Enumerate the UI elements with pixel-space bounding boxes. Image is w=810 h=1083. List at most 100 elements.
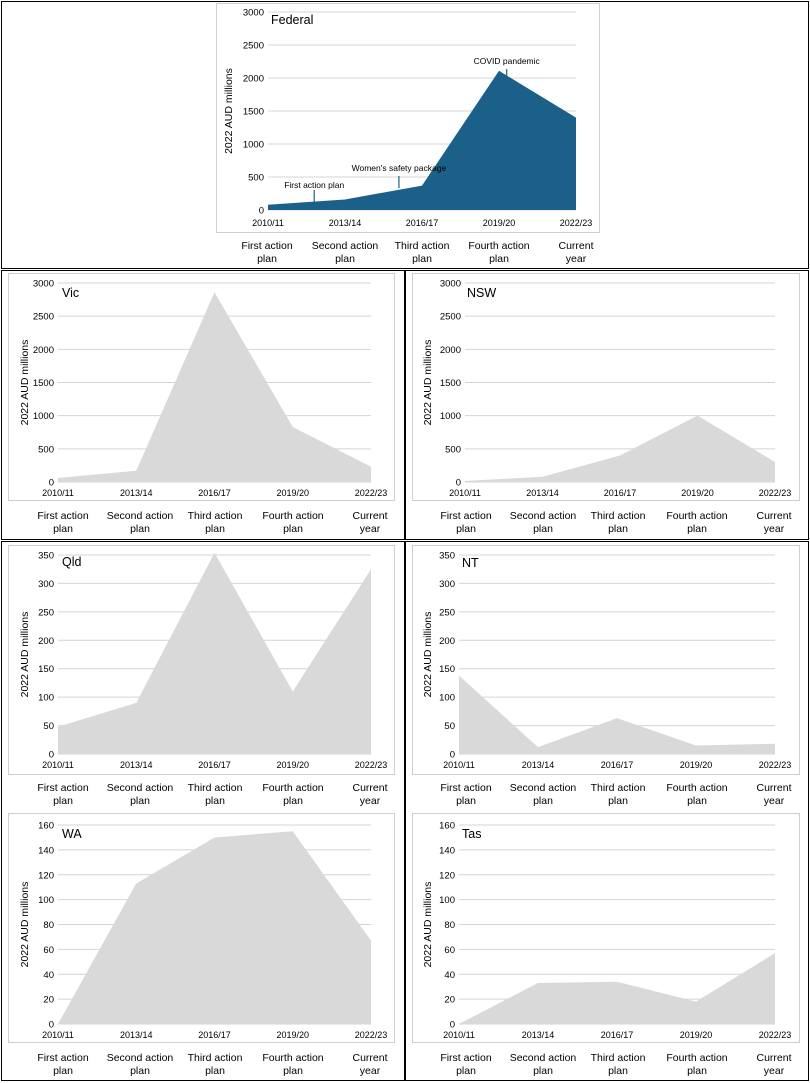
x-tick-label: 2019/20: [681, 488, 714, 498]
y-tick-label: 0: [259, 206, 264, 217]
phase-label: Fourth action plan: [262, 1052, 324, 1077]
y-tick-label: 20: [444, 995, 455, 1006]
y-axis-label: 2022 AUD millions: [19, 340, 31, 426]
y-tick-label: 3000: [440, 279, 461, 290]
y-tick-label: 1500: [33, 378, 54, 389]
x-tick-label: 2019/20: [680, 1030, 713, 1040]
y-tick-label: 80: [43, 920, 54, 931]
phase-label: Second action plan: [509, 1052, 577, 1077]
y-axis-label: 2022 AUD millions: [19, 882, 31, 968]
y-axis-label: 2022 AUD millions: [422, 340, 434, 426]
y-tick-label: 1000: [243, 140, 264, 151]
x-tick-label: 2019/20: [276, 760, 309, 770]
phase-label: First action plan: [440, 1052, 492, 1077]
area-series: [268, 70, 576, 211]
phase-label: First action plan: [37, 510, 89, 535]
y-tick-label: 100: [439, 693, 455, 704]
x-tick-label: 2022/23: [759, 1030, 792, 1040]
phase-label: Current year: [756, 782, 792, 807]
x-tick-label: 2013/14: [120, 1030, 153, 1040]
y-tick-label: 160: [38, 821, 54, 832]
y-tick-label: 0: [450, 1020, 455, 1031]
y-tick-label: 160: [439, 821, 455, 832]
phase-label: Second action plan: [106, 1052, 174, 1077]
y-tick-label: 1500: [243, 107, 264, 118]
y-tick-label: 40: [444, 970, 455, 981]
x-tick-label: 2013/14: [526, 488, 559, 498]
y-tick-label: 120: [38, 870, 54, 881]
x-tick-label: 2010/11: [42, 488, 74, 498]
phase-label: First action plan: [440, 782, 492, 807]
x-tick-label: 2010/11: [449, 488, 481, 498]
y-tick-label: 500: [38, 444, 54, 455]
x-tick-label: 2016/17: [198, 1030, 231, 1040]
phase-label: First action plan: [440, 510, 492, 535]
phase-label: First action plan: [241, 240, 293, 265]
y-tick-label: 350: [439, 551, 455, 562]
y-tick-label: 2000: [243, 74, 264, 85]
area-series: [459, 675, 775, 754]
x-tick-label: 2019/20: [276, 1030, 309, 1040]
y-tick-label: 2000: [33, 345, 54, 356]
y-tick-label: 250: [439, 607, 455, 618]
y-tick-label: 50: [444, 721, 455, 732]
annotation-label: First action plan: [284, 180, 344, 190]
x-tick-label: 2019/20: [680, 760, 713, 770]
phase-label: Fourth action plan: [468, 240, 530, 265]
x-tick-label: 2013/14: [120, 488, 153, 498]
x-tick-label: 2016/17: [198, 760, 231, 770]
y-axis-label: 2022 AUD millions: [19, 612, 31, 698]
y-tick-label: 0: [456, 478, 461, 489]
area-series: [58, 831, 371, 1024]
annotation-label: Women's safety package: [352, 163, 447, 173]
phase-label: Current year: [558, 240, 594, 265]
x-tick-label: 2010/11: [42, 1030, 74, 1040]
x-tick-label: 2013/14: [120, 760, 153, 770]
chart-title: Federal: [271, 13, 313, 27]
x-tick-label: 2010/11: [443, 760, 475, 770]
x-tick-label: 2016/17: [406, 218, 439, 228]
y-tick-label: 140: [439, 845, 455, 856]
x-tick-label: 2013/14: [329, 218, 362, 228]
x-tick-label: 2022/23: [560, 218, 593, 228]
x-tick-label: 2016/17: [198, 488, 231, 498]
y-tick-label: 20: [43, 995, 54, 1006]
y-tick-label: 1000: [440, 411, 461, 422]
phase-label: Current year: [352, 510, 388, 535]
x-tick-label: 2013/14: [522, 1030, 555, 1040]
area-series: [58, 292, 371, 482]
y-tick-label: 60: [444, 945, 455, 956]
area-series: [465, 415, 775, 482]
y-tick-label: 60: [43, 945, 54, 956]
phase-label: Current year: [756, 510, 792, 535]
y-tick-label: 1000: [33, 411, 54, 422]
chart-title: Vic: [62, 286, 79, 300]
chart-title: NT: [462, 556, 479, 570]
y-tick-label: 100: [38, 895, 54, 906]
phase-label: Fourth action plan: [666, 1052, 728, 1077]
y-tick-label: 1500: [440, 378, 461, 389]
y-tick-label: 200: [439, 636, 455, 647]
phase-label: Third action plan: [187, 1052, 243, 1077]
x-tick-label: 2013/14: [522, 760, 555, 770]
x-tick-label: 2022/23: [355, 760, 388, 770]
x-tick-label: 2016/17: [601, 1030, 634, 1040]
y-tick-label: 150: [38, 664, 54, 675]
y-tick-label: 100: [439, 895, 455, 906]
chart-title: NSW: [467, 286, 496, 300]
y-tick-label: 40: [43, 970, 54, 981]
phase-label: Current year: [352, 782, 388, 807]
x-tick-label: 2022/23: [355, 1030, 388, 1040]
y-tick-label: 120: [439, 870, 455, 881]
y-tick-label: 500: [445, 444, 461, 455]
y-axis-label: 2022 AUD millions: [422, 612, 434, 698]
y-tick-label: 0: [49, 750, 54, 761]
phase-label: Current year: [352, 1052, 388, 1077]
phase-label: Third action plan: [590, 510, 646, 535]
y-axis-label: 2022 AUD millions: [223, 68, 235, 154]
phase-label: Third action plan: [187, 510, 243, 535]
